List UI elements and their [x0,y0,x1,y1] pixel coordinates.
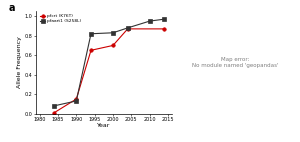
pfaart1 (S258L) [148,20,152,22]
pfaart1 (S258L) [74,100,78,102]
pfaart1 (S258L) [52,105,56,107]
X-axis label: Year: Year [97,123,110,129]
pfcrt (K76T) [52,112,56,113]
pfcrt (K76T) [126,28,130,30]
Text: Map error:
No module named 'geopandas': Map error: No module named 'geopandas' [192,57,279,68]
pfcrt (K76T) [74,98,78,100]
Line: pfaart1 (S258L): pfaart1 (S258L) [52,17,166,107]
pfcrt (K76T) [111,45,115,46]
Y-axis label: Allele Frequency: Allele Frequency [17,36,22,88]
pfcrt (K76T) [163,28,166,30]
pfaart1 (S258L) [163,18,166,20]
Line: pfcrt (K76T): pfcrt (K76T) [52,27,166,114]
pfaart1 (S258L) [89,33,93,35]
pfaart1 (S258L) [111,32,115,34]
pfcrt (K76T) [89,49,93,51]
Legend: pfcrt (K76T), pfaart1 (S258L): pfcrt (K76T), pfaart1 (S258L) [40,14,81,24]
pfaart1 (S258L) [126,27,130,29]
Text: a: a [9,3,15,13]
